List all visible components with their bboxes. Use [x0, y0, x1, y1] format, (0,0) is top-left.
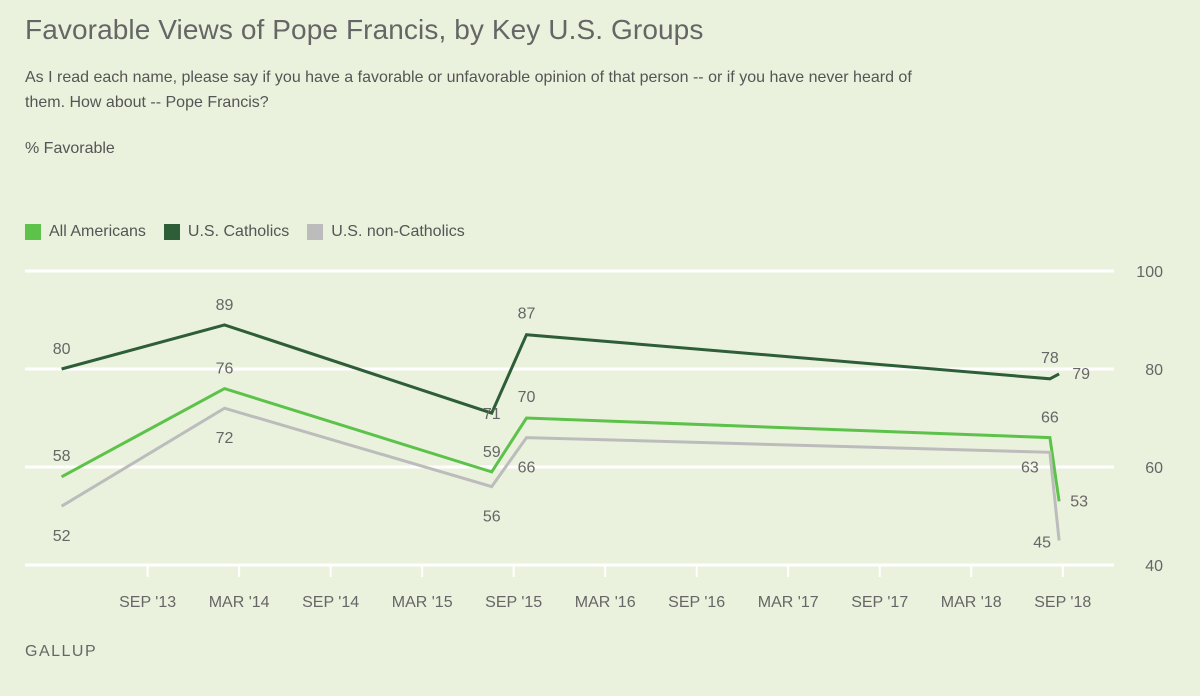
x-tick-label: MAR '14 [209, 594, 270, 611]
data-label: 80 [53, 341, 71, 358]
legend-label: All Americans [49, 223, 146, 240]
x-tick-label: SEP '18 [1034, 594, 1091, 611]
data-label: 52 [53, 528, 71, 545]
source-logo-text: GALLUP [25, 643, 98, 660]
data-label: 89 [216, 297, 234, 314]
legend-item-us-non-catholics[interactable]: U.S. non-Catholics [307, 223, 465, 241]
data-label: 78 [1041, 350, 1059, 367]
y-tick-label: 80 [1145, 362, 1163, 379]
y-tick-label: 60 [1145, 460, 1163, 477]
x-tick-label: MAR '18 [941, 594, 1002, 611]
legend-swatch [25, 224, 41, 240]
data-label: 59 [483, 444, 501, 461]
data-label: 45 [1033, 535, 1051, 552]
data-label: 63 [1021, 459, 1039, 476]
x-tick-label: SEP '16 [668, 594, 725, 611]
data-label: 70 [518, 389, 536, 406]
legend: All Americans U.S. Catholics U.S. non-Ca… [25, 223, 483, 241]
series-line-all-americans [60, 386, 1061, 502]
legend-label: U.S. Catholics [187, 223, 290, 240]
data-label: 66 [1041, 410, 1059, 427]
legend-swatch [163, 224, 180, 240]
data-label: 72 [216, 430, 234, 447]
chart-subtitle: As I read each name, please say if you h… [25, 69, 912, 111]
y-axis-label: % Favorable [25, 140, 115, 157]
x-tick-label: MAR '15 [392, 594, 453, 611]
y-tick-label: 100 [1136, 264, 1163, 281]
data-label: 56 [483, 509, 501, 526]
data-label: 58 [53, 448, 71, 465]
legend-item-all-americans[interactable]: All Americans [25, 223, 146, 241]
chart-title: Favorable Views of Pope Francis, by Key … [25, 14, 704, 45]
legend-label: U.S. non-Catholics [331, 223, 465, 240]
x-tick-label: SEP '14 [302, 594, 359, 611]
x-tick-label: SEP '13 [119, 594, 176, 611]
data-label: 76 [216, 361, 234, 378]
series-line-u-s-non-catholics [60, 406, 1061, 541]
data-label: 53 [1070, 493, 1088, 510]
data-label: 79 [1072, 366, 1090, 383]
x-tick-label: MAR '17 [758, 594, 819, 611]
x-tick-label: SEP '15 [485, 594, 542, 611]
series-line-u-s-catholics [61, 323, 1060, 415]
data-label: 71 [483, 406, 501, 423]
y-tick-label: 40 [1145, 558, 1163, 575]
legend-swatch [307, 224, 324, 240]
x-tick-label: SEP '17 [851, 594, 908, 611]
x-tick-label: MAR '16 [575, 594, 636, 611]
legend-item-us-catholics[interactable]: U.S. Catholics [163, 223, 290, 241]
data-label: 66 [518, 460, 536, 477]
data-label: 87 [518, 306, 536, 323]
